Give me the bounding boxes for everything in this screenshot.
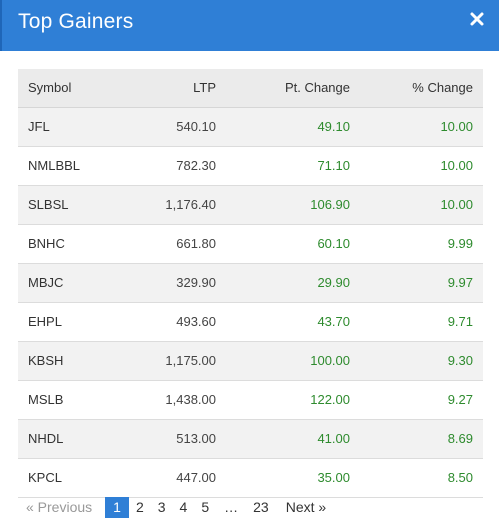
cell-ltp: 513.00 <box>138 419 226 459</box>
page-link-3[interactable]: 3 <box>157 499 166 515</box>
cell-symbol[interactable]: BNHC <box>18 224 138 264</box>
cell-pt-change: 100.00 <box>226 341 360 381</box>
cell-pt-change: 122.00 <box>226 380 360 420</box>
column-header-ltp[interactable]: LTP <box>138 69 226 108</box>
cell-pt-change: 49.10 <box>226 107 360 147</box>
cell-pct-change: 8.69 <box>360 419 483 459</box>
column-header-pct-change[interactable]: % Change <box>360 69 483 108</box>
table-row[interactable]: NMLBBL 782.30 71.10 10.00 <box>18 146 483 186</box>
cell-symbol[interactable]: KBSH <box>18 341 138 381</box>
cell-pct-change: 9.30 <box>360 341 483 381</box>
cell-pct-change: 9.97 <box>360 263 483 303</box>
table-row[interactable]: SLBSL 1,176.40 106.90 10.00 <box>18 185 483 225</box>
cell-ltp: 540.10 <box>138 107 226 147</box>
cell-ltp: 782.30 <box>138 146 226 186</box>
cell-pct-change: 9.71 <box>360 302 483 342</box>
cell-symbol[interactable]: MBJC <box>18 263 138 303</box>
cell-symbol[interactable]: NHDL <box>18 419 138 459</box>
column-header-pt-change[interactable]: Pt. Change <box>226 69 360 108</box>
cell-pt-change: 71.10 <box>226 146 360 186</box>
cell-pt-change: 29.90 <box>226 263 360 303</box>
gainers-table: Symbol LTP Pt. Change % Change JFL 540.10… <box>18 69 483 498</box>
cell-ltp: 447.00 <box>138 458 226 498</box>
previous-page-link[interactable]: « Previous <box>26 499 93 515</box>
cell-symbol[interactable]: JFL <box>18 107 138 147</box>
cell-ltp: 1,438.00 <box>138 380 226 420</box>
cell-pt-change: 35.00 <box>226 458 360 498</box>
cell-ltp: 1,176.40 <box>138 185 226 225</box>
cell-symbol[interactable]: NMLBBL <box>18 146 138 186</box>
page-link-4[interactable]: 4 <box>179 499 188 515</box>
cell-pt-change: 41.00 <box>226 419 360 459</box>
modal-title: Top Gainers <box>18 10 134 33</box>
cell-pct-change: 9.99 <box>360 224 483 264</box>
table-row[interactable]: KPCL 447.00 35.00 8.50 <box>18 458 483 498</box>
cell-symbol[interactable]: SLBSL <box>18 185 138 225</box>
table-header-row: Symbol LTP Pt. Change % Change <box>18 69 483 108</box>
column-header-symbol[interactable]: Symbol <box>18 69 138 108</box>
cell-ltp: 661.80 <box>138 224 226 264</box>
cell-ltp: 493.60 <box>138 302 226 342</box>
cell-pct-change: 8.50 <box>360 458 483 498</box>
modal-header: Top Gainers <box>0 0 499 51</box>
cell-ltp: 329.90 <box>138 263 226 303</box>
table-row[interactable]: MSLB 1,438.00 122.00 9.27 <box>18 380 483 420</box>
cell-pct-change: 9.27 <box>360 380 483 420</box>
page-link-2[interactable]: 2 <box>135 499 144 515</box>
cell-symbol[interactable]: KPCL <box>18 458 138 498</box>
next-page-link[interactable]: Next » <box>285 499 327 515</box>
table-row[interactable]: JFL 540.10 49.10 10.00 <box>18 107 483 147</box>
cell-symbol[interactable]: MSLB <box>18 380 138 420</box>
cell-pct-change: 10.00 <box>360 185 483 225</box>
table-row[interactable]: BNHC 661.80 60.10 9.99 <box>18 224 483 264</box>
table-row[interactable]: MBJC 329.90 29.90 9.97 <box>18 263 483 303</box>
cell-pt-change: 43.70 <box>226 302 360 342</box>
page-link-5[interactable]: 5 <box>201 499 210 515</box>
page-link-last[interactable]: 23 <box>253 499 269 515</box>
page-link-1[interactable]: 1 <box>105 497 129 518</box>
cell-symbol[interactable]: EHPL <box>18 302 138 342</box>
pagination: « Previous 1 2 3 4 5 … 23 Next » <box>18 497 483 518</box>
cell-pt-change: 60.10 <box>226 224 360 264</box>
cell-ltp: 1,175.00 <box>138 341 226 381</box>
table-row[interactable]: NHDL 513.00 41.00 8.69 <box>18 419 483 459</box>
close-icon[interactable] <box>469 11 485 27</box>
table-row[interactable]: EHPL 493.60 43.70 9.71 <box>18 302 483 342</box>
cell-pct-change: 10.00 <box>360 107 483 147</box>
cell-pct-change: 10.00 <box>360 146 483 186</box>
pagination-ellipsis: … <box>224 499 239 515</box>
table-row[interactable]: KBSH 1,175.00 100.00 9.30 <box>18 341 483 381</box>
cell-pt-change: 106.90 <box>226 185 360 225</box>
gainers-table-container: Symbol LTP Pt. Change % Change JFL 540.10… <box>18 69 483 498</box>
